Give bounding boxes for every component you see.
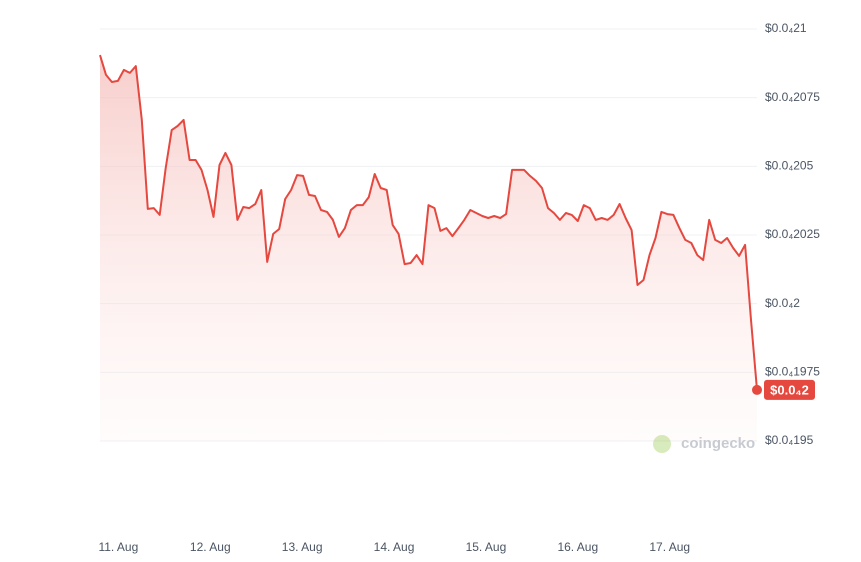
x-tick-label: 16. Aug — [557, 540, 598, 554]
y-tick-label: $0.0₄21 — [765, 21, 807, 35]
watermark: coingecko — [681, 435, 755, 452]
y-tick-label: $0.0₄205 — [765, 159, 814, 173]
price-line — [99, 54, 758, 390]
x-tick-label: 13. Aug — [282, 540, 323, 554]
y-tick-label: $0.0₄2075 — [765, 90, 820, 104]
current-price-badge — [764, 379, 815, 400]
x-tick-label: 12. Aug — [190, 540, 231, 554]
y-tick-label: $0.0₄2 — [765, 296, 800, 310]
y-tick-label: $0.0₄195 — [765, 433, 814, 447]
x-tick-label: 15. Aug — [466, 540, 507, 554]
y-tick-label: $0.0₄2025 — [765, 227, 820, 241]
x-tick-label: 14. Aug — [374, 540, 415, 554]
x-tick-label: 11. Aug — [98, 540, 138, 554]
area — [100, 55, 757, 441]
current-price-label: $0.0₄2 — [770, 382, 809, 397]
y-tick-label: $0.0₄1975 — [765, 365, 820, 379]
plot-area: $0.0₄21 $0.0₄2075 $0.0₄205 $0.0₄2025 $0.0₄2 $… — [98, 21, 820, 554]
watermark-logo — [653, 435, 671, 453]
current-price-dot — [752, 384, 762, 395]
x-tick-label: 17. Aug — [649, 540, 690, 554]
